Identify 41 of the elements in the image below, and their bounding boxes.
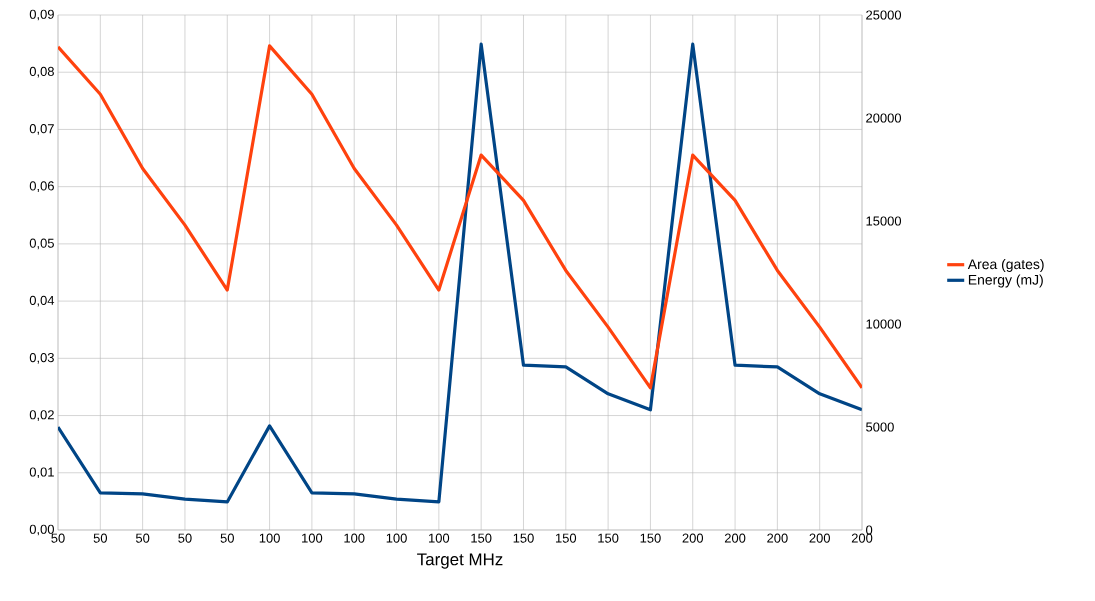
x-axis-title: Target MHz — [417, 553, 503, 569]
y-tick-label: 0,05 — [29, 238, 54, 250]
x-tick-label: 150 — [471, 533, 492, 543]
x-tick-label: 100 — [429, 533, 450, 543]
y2-tick-label: 5000 — [866, 422, 894, 432]
x-tick-label: 50 — [93, 533, 108, 543]
x-tick-label: 50 — [135, 533, 150, 543]
y-tick-label: 0,02 — [29, 410, 54, 421]
y2-tick-label: 20000 — [866, 113, 902, 123]
y-tick-label: 0,07 — [29, 124, 54, 135]
y-tick-label: 0,04 — [29, 295, 55, 307]
x-tick-label: 200 — [809, 533, 830, 543]
x-tick-label: 200 — [682, 533, 704, 543]
y-tick-label: 0,01 — [29, 467, 54, 479]
y-tick-label: 0,06 — [29, 181, 54, 193]
x-tick-label: 100 — [259, 533, 280, 543]
y2-tick-label: 0 — [866, 525, 873, 535]
y2-tick-label: 10000 — [866, 319, 902, 329]
x-tick-label: 150 — [513, 533, 534, 543]
y-tick-label: 0,00 — [29, 524, 54, 536]
x-tick-label: 50 — [51, 533, 65, 543]
x-tick-label: 150 — [555, 533, 577, 543]
x-tick-label: 200 — [767, 533, 788, 543]
line-series — [58, 44, 863, 390]
x-tick-label: 200 — [724, 533, 746, 543]
x-tick-label: 200 — [851, 533, 873, 543]
y-tick-label: 0,09 — [29, 9, 54, 21]
y-tick-label: 0,08 — [29, 66, 54, 78]
y-tick-label: 0,03 — [29, 352, 54, 364]
y2-tick-label: 15000 — [866, 216, 902, 226]
legend-label: Energy (mJ) — [968, 274, 1043, 288]
y2-tick-label: 25000 — [866, 10, 902, 20]
x-tick-label: 100 — [344, 533, 365, 543]
legend-label: Area (gates) — [967, 258, 1044, 272]
x-tick-label: 150 — [640, 533, 661, 543]
x-tick-label: 100 — [386, 533, 407, 543]
line-series — [58, 42, 863, 504]
x-tick-label: 50 — [178, 533, 192, 543]
x-tick-label: 100 — [302, 533, 323, 543]
x-tick-label: 50 — [220, 533, 234, 543]
x-tick-label: 150 — [598, 533, 619, 543]
